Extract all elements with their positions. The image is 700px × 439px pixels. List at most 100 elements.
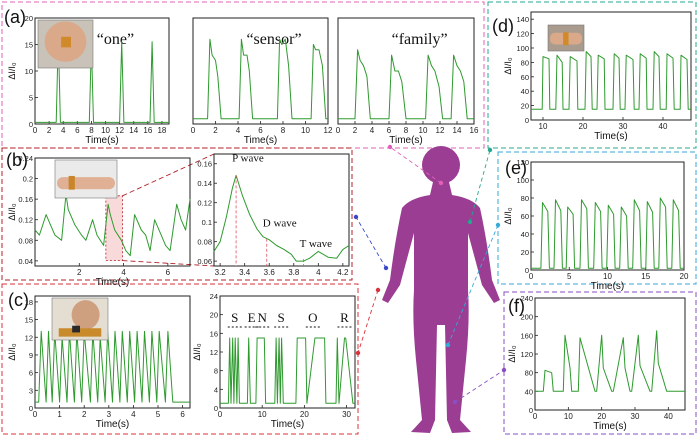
- chart-f-ankle: 0 10 20 30 40 0 40 80 120 160 200 240 Time(s) ΔI/I₀: [507, 294, 686, 432]
- x-tick-label: 6: [75, 126, 80, 135]
- connector-finger: [357, 289, 379, 354]
- x-tick-label: 4: [121, 268, 126, 277]
- data-line-d-elbow: [531, 51, 691, 110]
- x-tick-label: 8: [281, 126, 286, 135]
- skin-shape: [71, 300, 100, 330]
- x-axis-label: Time(s): [85, 135, 119, 146]
- x-tick-label: 1: [57, 410, 62, 419]
- x-tick-label: 4: [236, 126, 241, 135]
- x-axis-label: Time(s): [244, 135, 278, 146]
- morse-letter: S: [278, 310, 285, 325]
- x-tick-label: 10: [539, 122, 548, 131]
- chart-d-elbow: 10 20 30 40 0 20 40 60 80 100 120 140 Time(s) ΔI/I₀: [503, 11, 692, 142]
- y-tick-label: 20: [25, 14, 33, 23]
- y-tick-label: 120: [516, 158, 529, 167]
- x-tick-label: 10: [301, 126, 310, 135]
- y-tick-label: 0: [525, 116, 529, 125]
- sensor-patch: [72, 325, 80, 333]
- sensor-patch: [61, 36, 71, 48]
- panel-frame-d: [487, 1, 697, 149]
- x-axis-label: Time(s): [593, 421, 627, 432]
- y-tick-label: 0: [529, 406, 533, 415]
- panel-frame-e: [497, 151, 697, 285]
- y-tick-label: 0.2: [23, 175, 33, 184]
- y-axis-label: ΔI/I₀: [7, 203, 17, 221]
- x-tick-label: 4.2: [337, 268, 349, 277]
- x-tick-label: 3.2: [215, 268, 227, 277]
- y-tick-label: 40: [525, 387, 533, 396]
- x-tick-label: 16: [470, 126, 479, 135]
- chart-title: “one”: [97, 31, 134, 48]
- data-line-c-morse: [220, 337, 355, 404]
- x-tick-label: 0: [533, 412, 538, 421]
- x-tick-label: 0: [336, 126, 341, 135]
- x-tick-label: 15: [641, 272, 650, 281]
- x-tick-label: 20: [579, 122, 588, 131]
- morse-letter: S: [231, 310, 238, 325]
- panel-label-d: (d): [492, 16, 514, 36]
- x-tick-label: 2: [82, 410, 87, 419]
- x-tick-label: 2: [353, 126, 358, 135]
- panel-label-c: (c): [8, 290, 29, 310]
- chart-b-pulse: 2 4 6 0.04 0.08 0.12 0.16 0.2 0.24 Time(s) ΔI/I₀: [7, 154, 191, 288]
- chart-a-family: 0 2 4 6 8 10 12 14 16 Time(s) “family”: [336, 17, 479, 146]
- x-tick-label: 3.6: [264, 268, 276, 277]
- finger-photo-icon: [51, 297, 109, 341]
- data-line-b-pulse: [34, 193, 191, 257]
- y-tick-label: 100: [516, 176, 529, 185]
- chart-title: “family”: [392, 31, 448, 48]
- chart-title: “sensor”: [246, 31, 301, 48]
- axes-box: [219, 295, 356, 409]
- y-tick-label: 240: [520, 294, 533, 303]
- y-tick-label: 40: [521, 87, 529, 96]
- chart-b-ecg: 3.2 3.4 3.6 3.8 4 4.2 0.06 0.08 0.1 0.12 0.14 0.16 P…: [197, 152, 350, 277]
- y-tick-label: 0: [29, 120, 33, 129]
- data-line-e-knee: [531, 197, 684, 269]
- x-axis-label: Time(s): [591, 281, 625, 292]
- x-axis-label: Time(s): [389, 135, 423, 146]
- panel-label-e: (e): [505, 158, 527, 178]
- x-tick-label: 10: [258, 410, 267, 419]
- y-tick-label: 24: [210, 292, 218, 301]
- x-tick-label: 4: [370, 126, 375, 135]
- y-tick-label: 0: [214, 404, 218, 413]
- y-tick-label: 200: [520, 313, 533, 322]
- y-tick-label: 80: [521, 58, 529, 67]
- data-line-a-family: [338, 49, 474, 120]
- y-tick-label: 12: [210, 348, 218, 357]
- connector-neck-end-dot: [387, 144, 393, 150]
- y-tick-label: 0.1: [202, 218, 212, 227]
- x-tick-label: 0: [529, 272, 534, 281]
- y-tick-label: 0.04: [18, 257, 33, 266]
- data-line-f-ankle: [535, 330, 685, 392]
- sensor-patch: [68, 175, 75, 190]
- x-tick-label: 20: [680, 272, 689, 281]
- y-axis-label: ΔI/I₀: [503, 57, 513, 75]
- axes-box: [530, 11, 692, 121]
- y-tick-label: 16: [210, 329, 218, 338]
- connector-knee-dot: [445, 342, 451, 348]
- x-tick-label: 5: [156, 410, 161, 419]
- connector-ankle: [454, 369, 505, 403]
- connector-lines: [122, 144, 507, 405]
- body-torso: [382, 182, 500, 433]
- morse-letter: E: [248, 310, 256, 325]
- x-tick-label: 16: [143, 126, 152, 135]
- x-tick-label: 3.4: [239, 268, 251, 277]
- x-tick-label: 12: [115, 126, 124, 135]
- y-tick-label: 0.16: [18, 195, 33, 204]
- y-tick-label: 80: [525, 369, 533, 378]
- x-tick-label: 0: [218, 410, 223, 419]
- x-tick-label: 10: [603, 272, 612, 281]
- zoom-connector-bottom: [122, 260, 215, 267]
- panel-frame-f: [503, 291, 697, 435]
- y-tick-label: 120: [520, 350, 533, 359]
- x-tick-label: 6: [387, 126, 392, 135]
- y-tick-label: 12: [25, 333, 33, 342]
- x-axis-label: Time(s): [96, 419, 130, 430]
- x-tick-label: 0: [33, 410, 38, 419]
- connector-neck-dot: [438, 180, 444, 186]
